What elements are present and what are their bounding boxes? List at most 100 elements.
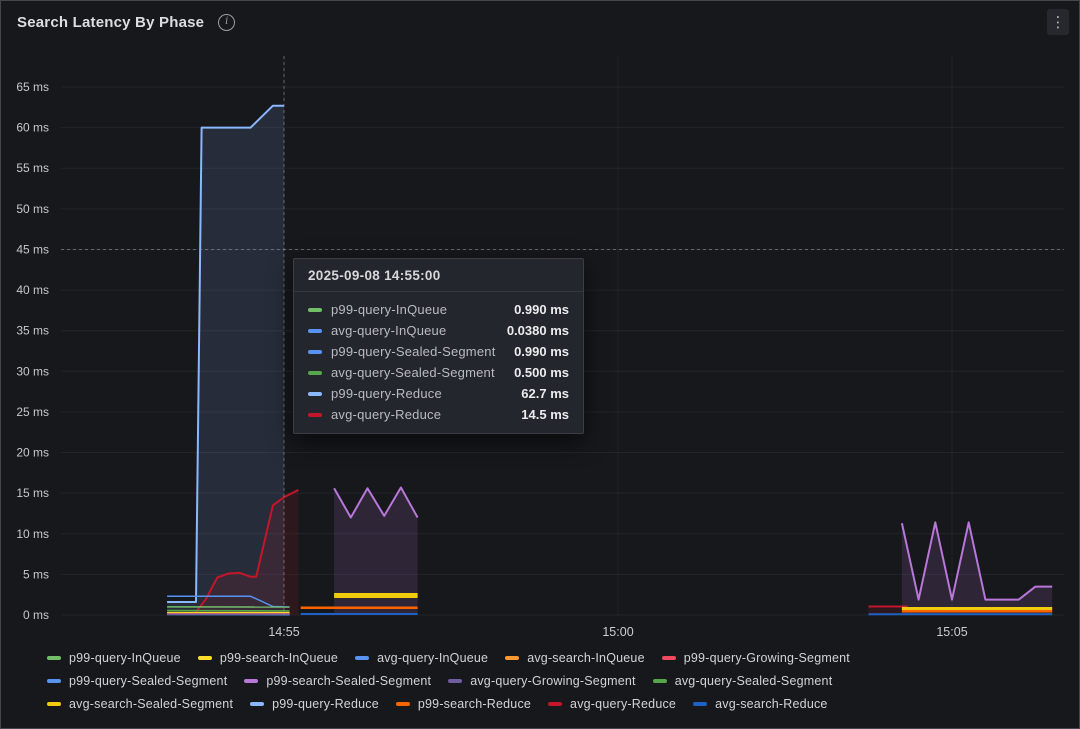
legend-item-p99-query-Sealed-Segment[interactable]: p99-query-Sealed-Segment	[47, 674, 227, 688]
series-avg-query-Reduce	[167, 489, 908, 615]
legend-item-avg-query-InQueue[interactable]: avg-query-InQueue	[355, 651, 488, 665]
y-tick-label: 40 ms	[16, 283, 49, 297]
legend-label: avg-search-InQueue	[527, 650, 645, 665]
x-tick-label: 15:00	[602, 625, 633, 639]
series-color-marker	[308, 391, 322, 396]
legend-marker	[661, 655, 676, 660]
legend-marker	[652, 678, 667, 683]
y-tick-label: 45 ms	[16, 242, 49, 256]
legend-label: p99-query-InQueue	[69, 650, 181, 665]
tooltip-series-name: avg-query-Reduce	[331, 407, 442, 422]
series-p99-search-Sealed-Segment	[333, 486, 1053, 615]
tooltip-series-value: 0.990 ms	[514, 344, 569, 359]
tooltip-series-value: 62.7 ms	[521, 386, 569, 401]
legend-marker	[355, 655, 370, 660]
chart-tooltip: 2025-09-08 14:55:00 p99-query-InQueue 0.9…	[293, 258, 584, 434]
legend-label: p99-query-Reduce	[272, 696, 379, 711]
x-tick-label: 15:05	[936, 625, 967, 639]
tooltip-row: p99-query-InQueue 0.990 ms	[308, 299, 569, 320]
legend-label: p99-search-InQueue	[219, 650, 339, 665]
series-color-marker	[308, 370, 322, 375]
legend-marker	[244, 678, 259, 683]
x-tick-label: 14:55	[268, 625, 299, 639]
legend-row: p99-query-Sealed-Segment p99-search-Seale…	[47, 669, 1075, 692]
legend-item-avg-search-InQueue[interactable]: avg-search-InQueue	[505, 651, 645, 665]
crosshair	[61, 56, 1064, 615]
legend-row: avg-search-Sealed-Segment p99-query-Reduc…	[47, 692, 1075, 715]
legend-item-p99-query-Growing-Segment[interactable]: p99-query-Growing-Segment	[661, 650, 850, 665]
legend-item-p99-query-Reduce[interactable]: p99-query-Reduce	[250, 697, 379, 711]
legend-label: p99-search-Reduce	[417, 696, 532, 711]
y-tick-label: 50 ms	[16, 202, 49, 216]
legend-item-avg-query-Growing-Segment[interactable]: avg-query-Growing-Segment	[448, 674, 636, 688]
legend-label: avg-query-Reduce	[570, 696, 677, 711]
tooltip-series-value: 14.5 ms	[521, 407, 569, 422]
panel-title: Search Latency By Phase	[17, 13, 205, 31]
legend-label: avg-query-Growing-Segment	[470, 673, 636, 688]
legend-item-p99-search-Reduce[interactable]: p99-search-Reduce	[395, 696, 532, 711]
tooltip-row: avg-query-Sealed-Segment 0.500 ms	[308, 362, 569, 383]
legend-marker	[548, 701, 563, 706]
legend-label: p99-query-Sealed-Segment	[69, 673, 228, 688]
legend-item-p99-search-Sealed-Segment[interactable]: p99-search-Sealed-Segment	[244, 674, 431, 688]
tooltip-series-value: 0.500 ms	[514, 365, 569, 380]
series-color-marker	[308, 412, 322, 417]
legend-item-avg-query-Sealed-Segment[interactable]: avg-query-Sealed-Segment	[652, 673, 833, 688]
series-group	[167, 104, 1053, 616]
panel-menu-button[interactable]: ⋮	[1047, 9, 1069, 35]
legend-marker	[47, 655, 61, 660]
legend-marker	[47, 678, 61, 683]
series-color-marker	[308, 307, 322, 312]
legend-item-avg-query-Reduce[interactable]: avg-query-Reduce	[548, 697, 676, 711]
tooltip-timestamp: 2025-09-08 14:55:00	[294, 259, 583, 292]
series-color-marker	[308, 328, 322, 333]
legend-marker	[47, 701, 61, 706]
panel-header: Search Latency By Phase i ⋮	[1, 1, 1079, 43]
y-tick-label: 5 ms	[23, 567, 49, 581]
legend-item-p99-search-InQueue[interactable]: p99-search-InQueue	[197, 650, 339, 665]
tooltip-series-name: avg-query-InQueue	[331, 323, 447, 338]
y-tick-label: 55 ms	[16, 161, 49, 175]
tooltip-row: p99-query-Reduce 62.7 ms	[308, 383, 569, 404]
legend-marker	[448, 678, 463, 683]
series-p99-search-Reduce	[300, 606, 1053, 613]
legend-label: avg-search-Sealed-Segment	[69, 696, 234, 711]
tooltip-row: avg-query-Reduce 14.5 ms	[308, 404, 569, 425]
info-icon[interactable]: i	[218, 13, 236, 31]
legend-marker	[505, 655, 520, 660]
tooltip-rows: p99-query-InQueue 0.990 ms avg-query-InQue…	[294, 292, 583, 433]
series-avg-search-Sealed-Segment	[334, 593, 1053, 610]
tooltip-row: avg-query-InQueue 0.0380 ms	[308, 320, 569, 341]
legend-marker	[250, 701, 265, 706]
legend-item-avg-search-Reduce[interactable]: avg-search-Reduce	[693, 697, 827, 711]
series-color-marker	[308, 349, 322, 354]
y-tick-label: 65 ms	[16, 80, 49, 94]
y-axis: 0 ms 5 ms 10 ms 15 ms 20 ms 25 ms 30 ms 35 ms 40…	[16, 80, 49, 622]
series-p99-query-Reduce	[167, 104, 284, 615]
legend-label: avg-query-Sealed-Segment	[674, 673, 833, 688]
legend-marker	[693, 701, 708, 706]
y-tick-label: 35 ms	[16, 324, 49, 338]
y-tick-label: 15 ms	[16, 486, 49, 500]
tooltip-series-value: 0.0380 ms	[506, 323, 569, 338]
kebab-icon: ⋮	[1050, 12, 1066, 31]
legend-label: p99-search-Sealed-Segment	[266, 673, 432, 688]
legend-item-avg-search-Sealed-Segment[interactable]: avg-search-Sealed-Segment	[47, 697, 233, 711]
tooltip-series-name: p99-query-InQueue	[331, 302, 448, 317]
latency-chart[interactable]: 0 ms 5 ms 10 ms 15 ms 20 ms 25 ms 30 ms 35 ms 40…	[1, 1, 1080, 647]
x-axis: 14:55 15:00 15:05	[268, 625, 967, 639]
y-tick-label: 10 ms	[16, 527, 49, 541]
y-tick-label: 25 ms	[16, 405, 49, 419]
legend-label: p99-query-Growing-Segment	[683, 650, 850, 665]
legend-item-p99-query-InQueue[interactable]: p99-query-InQueue	[47, 651, 181, 665]
y-tick-label: 60 ms	[16, 121, 49, 135]
tooltip-series-name: p99-query-Reduce	[331, 386, 442, 401]
tooltip-series-name: avg-query-Sealed-Segment	[331, 365, 495, 380]
legend-label: avg-search-Reduce	[715, 696, 828, 711]
legend-marker	[395, 701, 410, 706]
tooltip-series-name: p99-query-Sealed-Segment	[331, 344, 496, 359]
legend-label: avg-query-InQueue	[377, 650, 489, 665]
tooltip-row: p99-query-Sealed-Segment 0.990 ms	[308, 341, 569, 362]
y-tick-label: 0 ms	[23, 608, 49, 622]
